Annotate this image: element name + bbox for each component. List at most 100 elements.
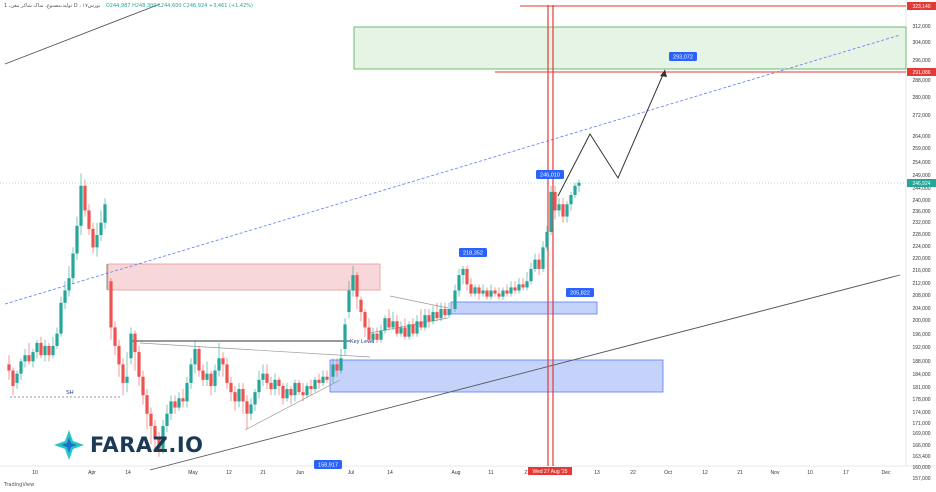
candle-body [301, 392, 305, 396]
candle-body [407, 324, 411, 337]
candle-body [509, 287, 513, 294]
svg-text:293,072: 293,072 [673, 55, 693, 61]
candle-body [399, 327, 403, 334]
candle-body [485, 290, 489, 297]
price-tick-label: 169,000 [912, 431, 930, 437]
candle-body [169, 401, 173, 414]
green-target-zone [353, 26, 907, 70]
candle-body [297, 382, 301, 393]
price-tick-label: 160,000 [912, 465, 930, 471]
time-tick-label: 11 [488, 470, 493, 476]
time-tick-label: Dec [882, 470, 891, 476]
candle-body [461, 268, 465, 276]
price-tick-label: 216,000 [912, 268, 930, 274]
candle-body [443, 308, 447, 316]
time-tick-label: May [188, 470, 198, 476]
svg-text:218,352: 218,352 [463, 251, 483, 257]
candle-body [39, 342, 43, 356]
candle-body [533, 259, 537, 269]
price-tick-label: 192,000 [912, 345, 930, 351]
price-tick-label: 171,000 [912, 421, 930, 427]
candle-body [273, 379, 277, 390]
candle-body [217, 358, 221, 371]
candle-body [359, 299, 363, 313]
candle-body [229, 382, 233, 393]
chart-header: 1 ،تولید،مصنوع، ساک شاکر مقن D ، ۱۷بورس … [4, 3, 253, 9]
flag-upper-line [389, 295, 449, 309]
candle-body [19, 361, 23, 374]
projected-path [557, 69, 666, 197]
candle-body [289, 389, 293, 396]
candle-body [181, 398, 185, 402]
candle-body [117, 345, 121, 365]
candle-body [7, 364, 11, 371]
svg-text:158,917: 158,917 [318, 463, 338, 469]
time-tick-label: 14 [125, 470, 131, 476]
candle-body [71, 253, 75, 279]
candle-body [489, 290, 493, 297]
candle-body [55, 333, 59, 346]
price-tick-label: 166,000 [912, 443, 930, 449]
candle-body [261, 373, 265, 380]
candle-body [325, 376, 329, 380]
price-tick-label: 254,000 [912, 160, 930, 166]
candle-body [387, 318, 391, 328]
candle-body [339, 358, 343, 371]
candle-body [161, 426, 165, 451]
candle-body [113, 327, 117, 346]
price-tick-label: 208,000 [912, 293, 930, 299]
candle-body [347, 290, 351, 313]
svg-text:323,140: 323,140 [912, 4, 930, 10]
candle-body [465, 268, 469, 285]
candle-body [125, 376, 129, 383]
candle-body [59, 302, 63, 334]
candle-body [249, 404, 253, 414]
candle-body [141, 376, 145, 396]
time-tick-label: 13 [594, 470, 600, 476]
candle-body [577, 182, 581, 186]
candle-body [209, 373, 213, 386]
candle-body [121, 364, 125, 383]
candle-body [309, 385, 313, 390]
time-axis[interactable]: 10 Apr 14 May 12 21 Jun Jul 14 Aug 11 21 13 22 Oct 12 21… [32, 470, 891, 476]
svg-text:246,010: 246,010 [540, 173, 560, 179]
price-tick-label: 188,000 [912, 359, 930, 365]
candle-body [11, 370, 15, 386]
time-tick-label: Oct [664, 470, 672, 476]
candle-body [67, 278, 71, 291]
candle-body [177, 398, 181, 408]
candle-body [545, 231, 549, 248]
candle-body [371, 333, 375, 340]
candle-body [423, 315, 427, 328]
candle-body [173, 401, 177, 408]
price-axis[interactable]: 312,000 304,000 296,000 288,000 280,000 272,0… [912, 24, 930, 482]
candle-body [473, 287, 477, 294]
candle-body [501, 290, 505, 297]
label-218352: 218,352 [459, 248, 487, 257]
price-tick-label: 163,400 [912, 454, 930, 460]
time-tick-label: 21 [260, 470, 266, 476]
candle-body [157, 438, 161, 451]
candle-body [331, 364, 335, 377]
candle-body [91, 228, 95, 248]
candle-body [549, 191, 553, 232]
projection-arrow-head [660, 70, 667, 77]
candle-body [277, 379, 281, 386]
candle-body [129, 333, 133, 359]
candle-body [15, 373, 19, 383]
candle-body [513, 287, 517, 291]
candle-body [383, 318, 387, 331]
candle-body [205, 373, 209, 380]
price-tick-label: 220,000 [912, 256, 930, 262]
candle-body [537, 259, 541, 269]
tradingview-footer: TradingView [4, 482, 35, 488]
wedge-upper-line [139, 342, 371, 358]
candle-body [257, 379, 261, 393]
candle-body [493, 290, 497, 294]
candle-body [197, 349, 201, 371]
time-tick-label: 12 [702, 470, 708, 476]
candle-body [79, 185, 83, 226]
price-tick-label: 204,000 [912, 306, 930, 312]
label-205822: 205,822 [566, 288, 594, 297]
